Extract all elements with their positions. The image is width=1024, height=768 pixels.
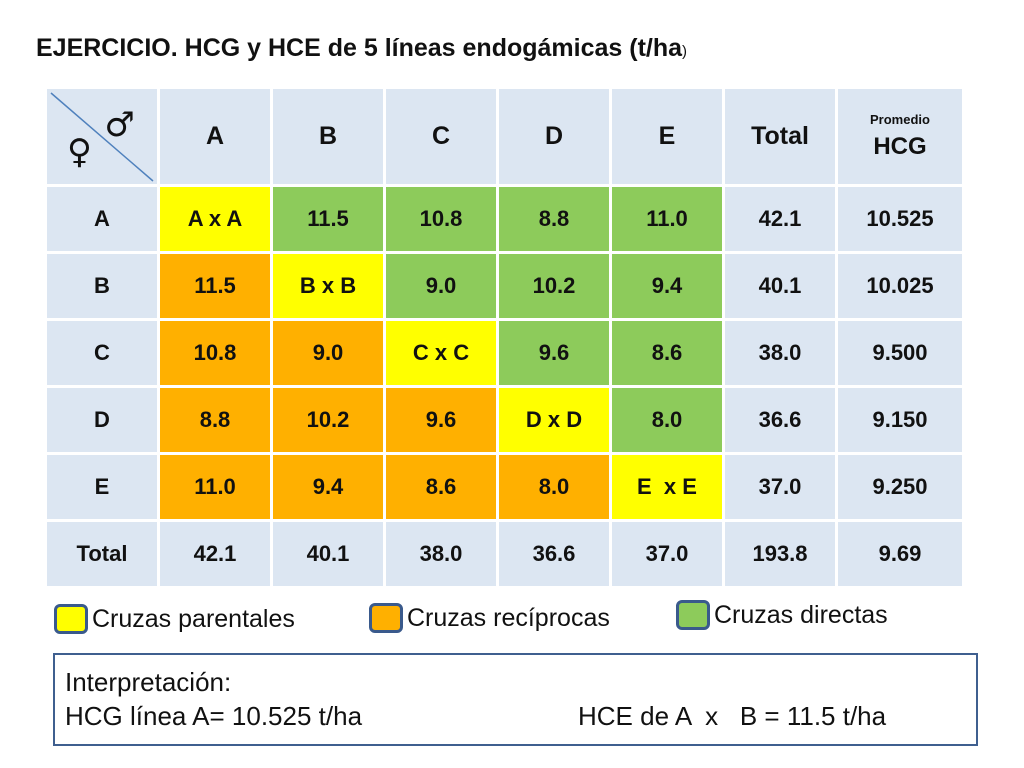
row-label: C <box>47 321 157 385</box>
header-row: ♂ ♀ A B C D E Total Promedio HCG <box>47 89 962 184</box>
header-b: B <box>273 89 383 184</box>
grand-promedio: 9.69 <box>838 522 962 586</box>
row-label: Total <box>47 522 157 586</box>
grand-total: 193.8 <box>725 522 835 586</box>
cell-direct: 11.5 <box>273 187 383 251</box>
cell-reciprocal: 8.6 <box>386 455 496 519</box>
legend-label-direct: Cruzas directas <box>714 600 888 629</box>
legend-reciprocal: Cruzas recíprocas <box>369 603 610 633</box>
cell-direct: 8.0 <box>612 388 722 452</box>
cell-parental: E x E <box>612 455 722 519</box>
diagonal-line <box>50 92 154 182</box>
row-promedio: 9.150 <box>838 388 962 452</box>
legend-label-reciprocal: Cruzas recíprocas <box>407 603 610 632</box>
table-row: E 11.0 9.4 8.6 8.0 E x E 37.0 9.250 <box>47 455 962 519</box>
cell-direct: 8.6 <box>612 321 722 385</box>
interpretation-heading: Interpretación: <box>65 667 232 697</box>
legend-swatch-reciprocal <box>369 603 403 633</box>
legend-direct: Cruzas directas <box>676 600 888 630</box>
cell-direct: 10.8 <box>386 187 496 251</box>
row-promedio: 9.500 <box>838 321 962 385</box>
column-total: 38.0 <box>386 522 496 586</box>
cell-direct: 11.0 <box>612 187 722 251</box>
cell-reciprocal: 11.5 <box>160 254 270 318</box>
row-total: 40.1 <box>725 254 835 318</box>
row-total: 38.0 <box>725 321 835 385</box>
header-e: E <box>612 89 722 184</box>
row-label: D <box>47 388 157 452</box>
row-total: 36.6 <box>725 388 835 452</box>
hce-result: HCE de A x B = 11.5 t/ha <box>578 701 887 731</box>
legend-parental: Cruzas parentales <box>54 604 295 634</box>
cell-direct: 9.4 <box>612 254 722 318</box>
column-total: 37.0 <box>612 522 722 586</box>
page-title: EJERCICIO. HCG y HCE de 5 líneas endogám… <box>36 34 687 63</box>
row-total: 37.0 <box>725 455 835 519</box>
corner-cell: ♂ ♀ <box>47 89 157 184</box>
interpretation-line: HCG línea A= 10.525 t/ha HCE de A x B = … <box>65 699 976 733</box>
row-promedio: 10.025 <box>838 254 962 318</box>
cell-reciprocal: 10.2 <box>273 388 383 452</box>
cell-reciprocal: 8.8 <box>160 388 270 452</box>
table-row: A A x A 11.5 10.8 8.8 11.0 42.1 10.525 <box>47 187 962 251</box>
cell-reciprocal: 10.8 <box>160 321 270 385</box>
cell-reciprocal: 9.6 <box>386 388 496 452</box>
cell-reciprocal: 8.0 <box>499 455 609 519</box>
row-promedio: 9.250 <box>838 455 962 519</box>
cell-direct: 10.2 <box>499 254 609 318</box>
hcg-result: HCG línea A= 10.525 t/ha <box>65 701 363 731</box>
cell-parental: B x B <box>273 254 383 318</box>
promedio-label: Promedio <box>870 112 930 127</box>
cell-parental: A x A <box>160 187 270 251</box>
row-label: A <box>47 187 157 251</box>
total-row: Total 42.1 40.1 38.0 36.6 37.0 193.8 9.6… <box>47 522 962 586</box>
header-d: D <box>499 89 609 184</box>
interpretation-box: Interpretación: HCG línea A= 10.525 t/ha… <box>53 653 978 746</box>
header-a: A <box>160 89 270 184</box>
row-label: E <box>47 455 157 519</box>
legend-swatch-parental <box>54 604 88 634</box>
diallel-table: ♂ ♀ A B C D E Total Promedio HCG A A x A… <box>44 86 965 589</box>
legend-label-parental: Cruzas parentales <box>92 604 295 633</box>
table-row: D 8.8 10.2 9.6 D x D 8.0 36.6 9.150 <box>47 388 962 452</box>
table-row: C 10.8 9.0 C x C 9.6 8.6 38.0 9.500 <box>47 321 962 385</box>
title-main: EJERCICIO. HCG y HCE de 5 líneas endogám… <box>36 34 683 62</box>
column-total: 40.1 <box>273 522 383 586</box>
cell-reciprocal: 9.0 <box>273 321 383 385</box>
cell-direct: 8.8 <box>499 187 609 251</box>
male-symbol-icon: ♂ <box>104 105 135 145</box>
row-total: 42.1 <box>725 187 835 251</box>
cell-reciprocal: 9.4 <box>273 455 383 519</box>
header-c: C <box>386 89 496 184</box>
row-label: B <box>47 254 157 318</box>
column-total: 36.6 <box>499 522 609 586</box>
title-paren: ) <box>682 43 688 60</box>
header-promedio: Promedio HCG <box>838 89 962 184</box>
legend-swatch-direct <box>676 600 710 630</box>
cell-reciprocal: 11.0 <box>160 455 270 519</box>
cell-parental: D x D <box>499 388 609 452</box>
table-row: B 11.5 B x B 9.0 10.2 9.4 40.1 10.025 <box>47 254 962 318</box>
header-total: Total <box>725 89 835 184</box>
female-symbol-icon: ♀ <box>67 132 92 172</box>
column-total: 42.1 <box>160 522 270 586</box>
hcg-label: HCG <box>873 133 927 160</box>
cell-parental: C x C <box>386 321 496 385</box>
cell-direct: 9.0 <box>386 254 496 318</box>
row-promedio: 10.525 <box>838 187 962 251</box>
cell-direct: 9.6 <box>499 321 609 385</box>
